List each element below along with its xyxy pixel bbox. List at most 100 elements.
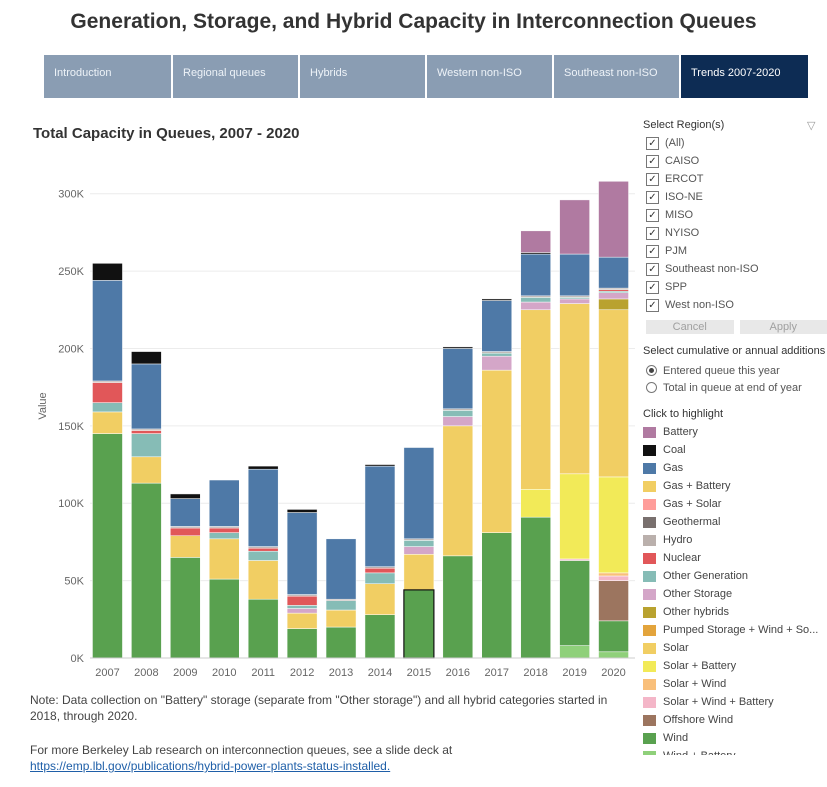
- checkbox[interactable]: ✓: [646, 298, 659, 312]
- bar-segment: [403, 589, 435, 659]
- mode-title: Select cumulative or annual additions: [643, 345, 826, 357]
- cancel-button[interactable]: Cancel: [646, 320, 734, 334]
- legend-item-hydro[interactable]: Hydro: [643, 531, 827, 549]
- legend-title: Click to highlight: [643, 408, 724, 420]
- bar-segment: [598, 620, 629, 653]
- bar-segment: [403, 447, 435, 540]
- legend-item-wind[interactable]: Wind: [643, 729, 827, 747]
- legend-label: Solar + Battery: [663, 660, 737, 672]
- legend-item-other-generation[interactable]: Other Generation: [643, 567, 827, 585]
- bar-segment: [286, 612, 318, 629]
- legend-item-other-hybrids[interactable]: Other hybrids: [643, 603, 827, 621]
- tab-introduction[interactable]: Introduction: [44, 55, 173, 98]
- bar-segment: [559, 473, 590, 560]
- bar-segment: [131, 363, 162, 430]
- region-option-label: (All): [665, 137, 685, 149]
- region-option-spp[interactable]: ✓ SPP: [643, 278, 827, 296]
- legend-item-gas-solar[interactable]: Gas + Solar: [643, 495, 827, 513]
- legend-item-gas[interactable]: Gas: [643, 459, 827, 477]
- region-option--all-[interactable]: ✓ (All): [643, 134, 827, 152]
- region-option-southeast-non-iso[interactable]: ✓ Southeast non-ISO: [643, 260, 827, 278]
- bar-segment: [286, 509, 318, 513]
- bar-segment: [92, 402, 123, 413]
- checkbox[interactable]: ✓: [646, 226, 659, 240]
- checkbox[interactable]: ✓: [646, 262, 659, 276]
- x-tick-label: 2012: [290, 667, 314, 679]
- region-option-caiso[interactable]: ✓ CAISO: [643, 152, 827, 170]
- radio-button[interactable]: [646, 365, 657, 376]
- highlight-legend: Battery Coal Gas Gas + Battery Gas + Solar Ge…: [643, 423, 827, 755]
- bar-segment: [520, 301, 551, 311]
- region-option-nyiso[interactable]: ✓ NYISO: [643, 224, 827, 242]
- legend-item-solar-battery[interactable]: Solar + Battery: [643, 657, 827, 675]
- checkbox[interactable]: ✓: [646, 244, 659, 258]
- legend-item-wind-battery[interactable]: Wind + Battery: [643, 747, 827, 755]
- legend-item-battery[interactable]: Battery: [643, 423, 827, 441]
- region-option-west-non-iso[interactable]: ✓ West non-ISO: [643, 296, 827, 314]
- legend-swatch: [643, 534, 656, 546]
- legend-item-nuclear[interactable]: Nuclear: [643, 549, 827, 567]
- filter-icon[interactable]: ▽: [807, 120, 816, 132]
- x-tick-label: 2010: [212, 667, 236, 679]
- bar-segment: [131, 482, 162, 659]
- stacked-bar-chart: 0K 50K 100K 150K 200K 250K 300K Value 2007 2008 20…: [37, 181, 635, 679]
- x-tick-label: 2009: [173, 667, 197, 679]
- checkbox[interactable]: ✓: [646, 154, 659, 168]
- legend-swatch: [643, 660, 656, 672]
- bar-segment: [559, 298, 590, 304]
- bar-segment: [247, 547, 279, 552]
- legend-label: Hydro: [663, 534, 693, 546]
- legend-item-offshore-wind[interactable]: Offshore Wind: [643, 711, 827, 729]
- region-option-ercot[interactable]: ✓ ERCOT: [643, 170, 827, 188]
- legend-label: Battery: [663, 426, 698, 438]
- tab-bar: Introduction Regional queues Hybrids Wester…: [44, 55, 810, 98]
- radio-button[interactable]: [646, 382, 657, 393]
- bar-segment: [286, 595, 318, 606]
- bar-segment: [247, 560, 279, 600]
- region-option-iso-ne[interactable]: ✓ ISO-NE: [643, 188, 827, 206]
- x-tick-label: 2018: [523, 667, 547, 679]
- legend-swatch: [643, 480, 656, 492]
- checkbox[interactable]: ✓: [646, 208, 659, 222]
- bar-segment: [92, 263, 123, 281]
- research-link[interactable]: https://emp.lbl.gov/publications/hybrid-…: [30, 759, 391, 773]
- page-title: Generation, Storage, and Hybrid Capacity…: [70, 10, 757, 33]
- checkbox[interactable]: ✓: [646, 280, 659, 294]
- mode-option[interactable]: Entered queue this year: [643, 362, 827, 379]
- legend-item-solar-wind[interactable]: Solar + Wind: [643, 675, 827, 693]
- tab-regional-queues[interactable]: Regional queues: [173, 55, 300, 98]
- tab-trends-2007-2020[interactable]: Trends 2007-2020: [681, 55, 810, 98]
- bar-segment: [598, 476, 629, 574]
- checkbox[interactable]: ✓: [646, 172, 659, 186]
- legend-item-solar[interactable]: Solar: [643, 639, 827, 657]
- legend-item-geothermal[interactable]: Geothermal: [643, 513, 827, 531]
- checkbox[interactable]: ✓: [646, 190, 659, 204]
- legend-label: Nuclear: [663, 552, 701, 564]
- legend-item-gas-battery[interactable]: Gas + Battery: [643, 477, 827, 495]
- bar-segment: [559, 199, 590, 255]
- bar-segment: [598, 298, 629, 311]
- tab-western-non-iso[interactable]: Western non-ISO: [427, 55, 554, 98]
- legend-item-pumped-storage-wind-solar[interactable]: Pumped Storage + Wind + So...: [643, 621, 827, 639]
- filter-panel: Select Region(s) ▽ ✓ (All) ✓ CAISO ✓ ERCOT ✓ IS…: [643, 119, 827, 755]
- bar-segment: [442, 410, 474, 417]
- tab-hybrids[interactable]: Hybrids: [300, 55, 427, 98]
- legend-item-solar-wind-battery[interactable]: Solar + Wind + Battery: [643, 693, 827, 711]
- bar-segment: [364, 614, 396, 659]
- legend-item-coal[interactable]: Coal: [643, 441, 827, 459]
- region-option-miso[interactable]: ✓ MISO: [643, 206, 827, 224]
- bar-segment: [364, 567, 396, 574]
- mode-option[interactable]: Total in queue at end of year: [643, 379, 827, 396]
- bar-segment: [170, 527, 201, 536]
- bar-segment: [247, 550, 279, 561]
- legend-item-other-storage[interactable]: Other Storage: [643, 585, 827, 603]
- bar-segment: [559, 253, 590, 297]
- legend-label: Wind + Battery: [663, 750, 735, 755]
- bar-segment: [209, 479, 240, 527]
- checkbox[interactable]: ✓: [646, 136, 659, 150]
- chart-title: Total Capacity in Queues, 2007 - 2020: [33, 125, 300, 142]
- x-tick-label: 2017: [485, 667, 509, 679]
- apply-button[interactable]: Apply: [739, 320, 827, 334]
- tab-southeast-non-iso[interactable]: Southeast non-ISO: [554, 55, 681, 98]
- region-option-pjm[interactable]: ✓ PJM: [643, 242, 827, 260]
